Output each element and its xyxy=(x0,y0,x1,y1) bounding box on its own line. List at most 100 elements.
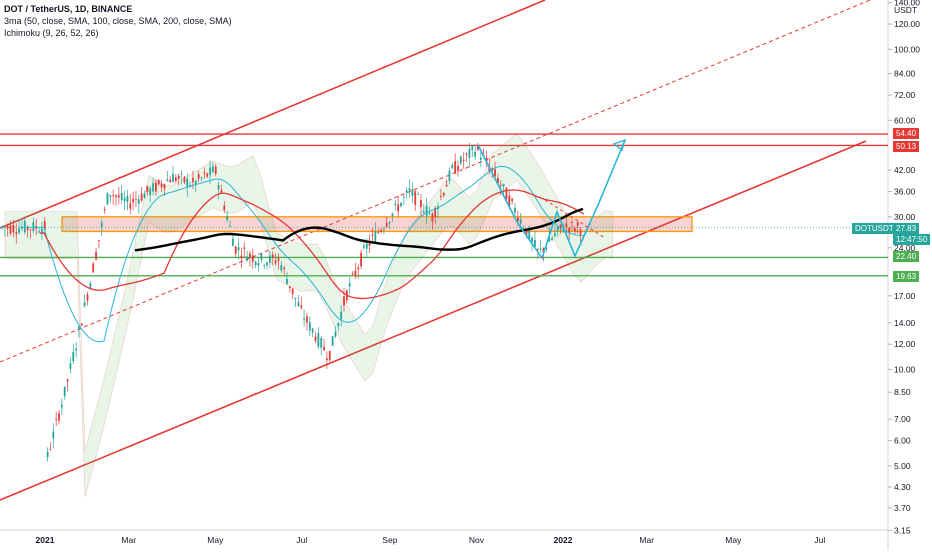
candle-body xyxy=(66,379,69,382)
candle-body xyxy=(146,185,149,193)
candle-body xyxy=(331,336,334,346)
y-tick-label: 24.00 xyxy=(894,243,916,253)
y-tick-label: 42.00 xyxy=(894,165,916,175)
candle-body xyxy=(548,236,551,242)
candle-body xyxy=(43,221,46,230)
x-tick-label: Sep xyxy=(382,535,397,545)
symbol-tag: DOTUSDT xyxy=(852,223,897,234)
candle-body xyxy=(29,229,32,231)
candle-body xyxy=(314,336,317,341)
candle-body xyxy=(223,205,226,211)
x-tick-label: 2021 xyxy=(36,535,55,545)
candle-body xyxy=(249,253,251,258)
candle-body xyxy=(459,156,462,164)
candle-body xyxy=(52,431,55,439)
candle-body xyxy=(58,413,60,421)
candle-body xyxy=(266,262,268,266)
candle-body xyxy=(417,194,419,196)
candle-body xyxy=(260,253,263,260)
candle-body xyxy=(143,193,146,199)
candle-body xyxy=(357,267,360,270)
candle-body xyxy=(117,195,120,198)
candle-body xyxy=(477,145,479,150)
candle-body xyxy=(274,260,277,264)
channel-lower-line xyxy=(0,140,867,501)
y-tick-label: 72.00 xyxy=(894,90,916,100)
candle-body xyxy=(169,179,172,183)
price-tag-19-63: 19.63 xyxy=(893,271,920,282)
candle-body xyxy=(348,282,351,287)
candle-body xyxy=(32,222,35,232)
y-tick-label: 12.00 xyxy=(894,339,916,349)
candle-body xyxy=(394,203,397,206)
candle-body xyxy=(300,305,303,308)
candle-body xyxy=(263,264,266,266)
candle-body xyxy=(89,283,92,288)
y-tick-label: 3.15 xyxy=(894,525,911,535)
candle-body xyxy=(294,297,297,300)
candle-body xyxy=(411,189,414,196)
candle-body xyxy=(217,185,220,190)
candle-body xyxy=(516,217,519,222)
candle-body xyxy=(323,346,325,351)
candle-body xyxy=(183,176,186,183)
projection-arrow-head xyxy=(612,138,627,152)
candle-body xyxy=(15,231,18,234)
candle-body xyxy=(197,173,200,179)
candle-body xyxy=(229,225,231,227)
candle-body xyxy=(554,233,556,236)
candle-body xyxy=(46,451,49,458)
y-tick-label: 14.00 xyxy=(894,318,916,328)
candle-body xyxy=(525,228,528,236)
candle-body xyxy=(551,238,553,240)
candle-body xyxy=(414,191,417,205)
candle-body xyxy=(573,227,576,232)
candle-body xyxy=(288,286,291,289)
y-tick-label: 140.00 xyxy=(894,0,920,8)
y-tick-label: 7.00 xyxy=(894,414,911,424)
last-price-tag: 27.83 xyxy=(893,223,920,234)
x-tick-label: Jul xyxy=(814,535,825,545)
candle-body xyxy=(442,193,445,196)
candle-body xyxy=(311,328,314,333)
y-tick-label: 8.50 xyxy=(894,387,911,397)
candle-body xyxy=(448,170,451,181)
plot-layer xyxy=(0,0,888,501)
candle-body xyxy=(428,213,431,214)
candle-body xyxy=(397,204,400,212)
indicator-ichimoku[interactable]: Ichimoku (9, 26, 52, 26) xyxy=(4,28,99,38)
candle-body xyxy=(340,311,343,320)
candle-body xyxy=(531,238,533,242)
x-tick-label: May xyxy=(725,535,742,545)
candle-body xyxy=(26,226,29,230)
y-tick-label: 120.00 xyxy=(894,19,920,29)
candle-body xyxy=(254,261,257,266)
y-tick-label: 36.00 xyxy=(894,186,916,196)
candle-body xyxy=(499,184,502,186)
candle-body xyxy=(337,323,340,327)
candle-body xyxy=(194,180,197,186)
indicator-moving-averages[interactable]: 3ma (50, close, SMA, 100, close, SMA, 20… xyxy=(4,16,232,26)
candle-body xyxy=(391,213,394,216)
candle-body xyxy=(177,175,180,180)
candle-body xyxy=(308,321,311,331)
y-tick-label: 30.00 xyxy=(894,212,916,222)
candle-body xyxy=(283,267,286,269)
candle-body xyxy=(18,228,20,233)
candle-body xyxy=(63,386,66,397)
candle-body xyxy=(479,157,482,160)
candle-body xyxy=(317,333,320,347)
candle-body xyxy=(514,208,516,213)
candle-body xyxy=(462,159,465,162)
candle-body xyxy=(354,270,357,276)
candle-body xyxy=(135,199,137,200)
candle-body xyxy=(451,164,454,168)
candle-body xyxy=(212,166,214,173)
candle-body xyxy=(163,184,166,189)
candle-body xyxy=(129,203,132,209)
candle-body xyxy=(328,350,331,361)
candle-body xyxy=(3,227,6,229)
candle-body xyxy=(137,199,140,204)
